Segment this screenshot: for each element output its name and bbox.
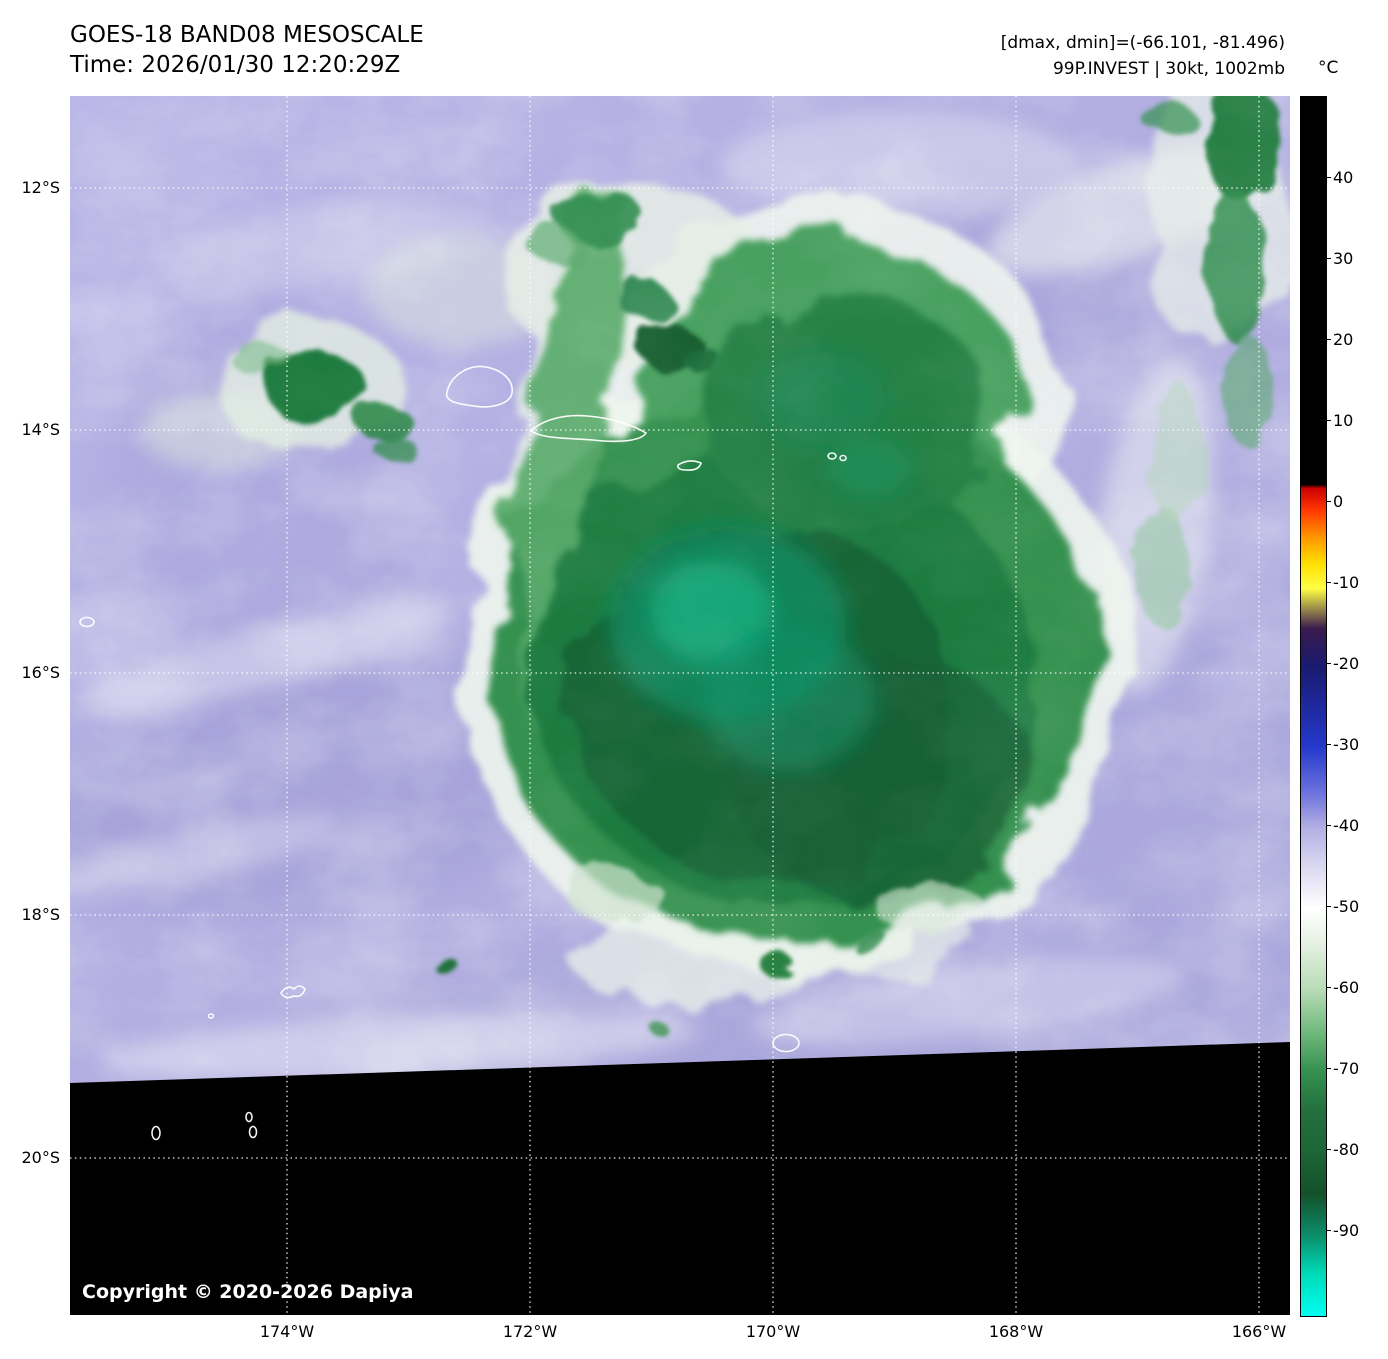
colorbar-tick-30: 30: [1325, 249, 1354, 268]
lat-label-12s: 12°S: [21, 178, 60, 197]
lon-label-168w: 168°W: [988, 1322, 1044, 1341]
no-data-region: [70, 1042, 1290, 1315]
lon-label-170w: 170°W: [745, 1322, 801, 1341]
colorbar-tick-n10: -10: [1325, 573, 1360, 592]
colorbar-tick-10: 10: [1325, 411, 1354, 430]
colorbar-unit-label: °C: [1318, 58, 1339, 78]
colorbar-tick-n50: -50: [1325, 897, 1360, 916]
colorbar-tick-n60: -60: [1325, 978, 1360, 997]
colorbar-tick-20: 20: [1325, 330, 1354, 349]
figure-timestamp: Time: 2026/01/30 12:20:29Z: [70, 52, 401, 78]
map-area: Copyright © 2020-2026 Dapiya: [70, 96, 1290, 1315]
lon-label-166w: 166°W: [1231, 1322, 1287, 1341]
colorbar-tick-40: 40: [1325, 168, 1354, 187]
lat-label-16s: 16°S: [21, 663, 60, 682]
colorbar-tick-n80: -80: [1325, 1140, 1360, 1159]
satellite-image: [70, 96, 1290, 1315]
colorbar-tick-0: 0: [1325, 492, 1344, 511]
header-left: GOES-18 BAND08 MESOSCALE Time: 2026/01/3…: [70, 20, 424, 80]
lon-label-174w: 174°W: [259, 1322, 315, 1341]
stat-dmax-dmin: [dmax, dmin]=(-66.101, -81.496): [1000, 33, 1285, 53]
colorbar-tick-n40: -40: [1325, 816, 1360, 835]
lon-label-172w: 172°W: [502, 1322, 558, 1341]
lat-label-14s: 14°S: [21, 420, 60, 439]
colorbar-tick-n30: -30: [1325, 735, 1360, 754]
storm-info: 99P.INVEST | 30kt, 1002mb: [1052, 59, 1285, 79]
colorbar-tick-n20: -20: [1325, 654, 1360, 673]
header-right: [dmax, dmin]=(-66.101, -81.496) 99P.INVE…: [1001, 30, 1285, 82]
colorbar: [1300, 96, 1327, 1317]
lat-label-20s: 20°S: [21, 1148, 60, 1167]
copyright-text: Copyright © 2020-2026 Dapiya: [82, 1281, 414, 1303]
colorbar-tick-n70: -70: [1325, 1059, 1360, 1078]
lat-label-18s: 18°S: [21, 905, 60, 924]
figure-title: GOES-18 BAND08 MESOSCALE: [70, 22, 424, 48]
colorbar-tick-n90: -90: [1325, 1221, 1360, 1240]
coastlines: [79, 365, 847, 1141]
